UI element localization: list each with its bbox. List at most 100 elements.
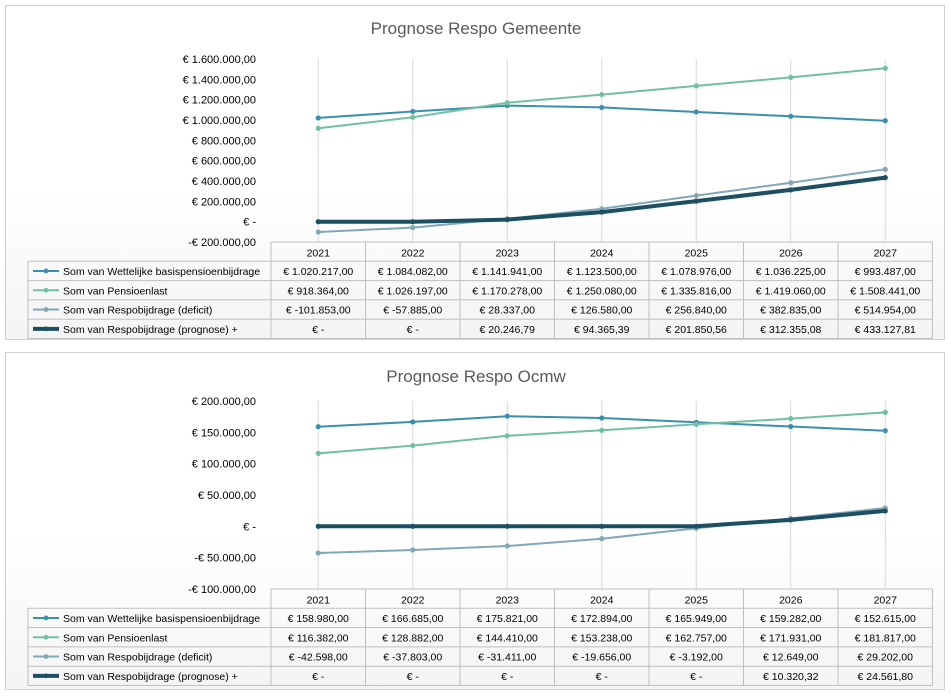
- data-point: [599, 209, 605, 215]
- x-category-label: 2021: [307, 247, 331, 259]
- table-cell-value: € -37.803,00: [383, 652, 442, 664]
- data-point: [882, 409, 888, 415]
- data-point: [410, 224, 416, 231]
- table-cell-value: € -: [312, 671, 325, 683]
- data-point: [788, 74, 794, 80]
- y-tick-label: -€ 100.000,00: [188, 584, 256, 596]
- table-cell-value: € 201.850,56: [666, 324, 727, 336]
- table-cell-value: € 20.246,79: [480, 324, 536, 336]
- data-point: [599, 91, 605, 98]
- legend-key-marker: [43, 326, 49, 332]
- chart-ocmw: Prognose Respo Ocmw € 200.000,00 € 150.000…: [27, 367, 933, 686]
- table-cell-value: € 1.508.441,00: [850, 285, 920, 297]
- data-point: [410, 114, 416, 120]
- table-cell-value: € 29.202,00: [858, 652, 914, 664]
- table-cell-value: € -57.885,00: [383, 305, 442, 317]
- table-cell-value: € -31.411,00: [478, 652, 536, 664]
- legend-key-marker: [43, 287, 49, 293]
- y-tick-label: € 1.400.000,00: [183, 74, 256, 86]
- table-cell-value: € 128.882,00: [382, 632, 443, 644]
- data-point: [599, 523, 605, 529]
- table-cell-value: € 144.410,00: [477, 632, 538, 644]
- table-cell-value: € -: [407, 671, 420, 683]
- chart-gemeente: Prognose Respo Gemeente € 1.600.000,00 € 1…: [27, 19, 933, 339]
- x-category-label: 2023: [496, 247, 520, 259]
- table-cell-value: € -: [690, 671, 703, 683]
- table-cell-value: € -42.598,00: [289, 652, 348, 664]
- y-tick-label: -€ 50.000,00: [194, 553, 256, 565]
- x-category-label: 2023: [496, 594, 520, 606]
- y-tick-label: -€ 200.000,00: [188, 237, 256, 249]
- table-cell-value: € 993.487,00: [855, 266, 916, 278]
- data-point: [788, 113, 794, 119]
- table-cell-value: € -: [312, 324, 325, 336]
- table-cell-value: € 1.141.941,00: [472, 266, 542, 278]
- data-point: [504, 413, 510, 419]
- legend-key-marker: [43, 673, 49, 679]
- y-tick-label: € 50.000,00: [198, 490, 256, 502]
- data-point: [315, 115, 321, 121]
- data-point: [410, 547, 416, 553]
- data-point: [504, 543, 510, 549]
- x-category-label: 2025: [685, 594, 709, 606]
- y-tick-label: € 150.000,00: [192, 427, 256, 439]
- data-point: [599, 536, 605, 542]
- chart-title: Prognose Respo Ocmw: [386, 367, 566, 386]
- table-cell-value: € 175.821,00: [477, 613, 538, 625]
- legend-key-marker: [43, 307, 49, 312]
- y-tick-label: € -: [243, 217, 256, 229]
- x-category-label: 2027: [874, 594, 898, 606]
- y-tick-label: € 600.000,00: [192, 156, 256, 168]
- table-cell-value: € 256.840,00: [666, 305, 727, 317]
- x-category-label: 2024: [590, 594, 614, 606]
- x-category-label: 2026: [779, 247, 803, 259]
- data-point: [788, 423, 794, 430]
- table-cell-value: € 162.757,00: [666, 632, 727, 644]
- table-cell-value: € -101.853,00: [286, 305, 351, 317]
- data-point: [410, 523, 416, 529]
- data-point: [315, 450, 321, 457]
- y-tick-label: € 1.200.000,00: [183, 95, 256, 107]
- legend-series-name: Som van Respobijdrage (prognose) +: [63, 671, 238, 683]
- table-cell-value: € 1.123.500,00: [567, 266, 637, 278]
- table-cell-value: € 153.238,00: [571, 632, 632, 644]
- data-point: [693, 198, 699, 204]
- table-cell-value: € 433.127,81: [855, 324, 916, 336]
- data-point: [599, 104, 605, 111]
- chart-panel-gemeente: Prognose Respo Gemeente € 1.600.000,00 € 1…: [5, 5, 945, 340]
- legend-series-name: Som van Wettelijke basispensioenbijdrage: [63, 613, 260, 625]
- table-cell-value: € -: [501, 671, 514, 683]
- table-cell-value: € 514.954,00: [855, 305, 916, 317]
- x-category-label: 2022: [401, 594, 425, 606]
- data-point: [315, 125, 321, 131]
- legend-key-marker: [43, 615, 49, 621]
- data-point: [315, 424, 321, 430]
- table-cell-value: € 172.894,00: [571, 613, 632, 625]
- table-cell-value: € -: [596, 671, 609, 683]
- data-point: [504, 433, 510, 439]
- y-tick-label: € 1.600.000,00: [183, 54, 256, 66]
- data-point: [410, 108, 416, 115]
- table-cell-value: € 918.364,00: [288, 285, 349, 297]
- y-tick-label: € 800.000,00: [192, 135, 256, 147]
- x-category-label: 2027: [874, 247, 898, 259]
- x-category-label: 2022: [401, 247, 425, 259]
- data-point: [693, 109, 699, 115]
- data-point: [882, 175, 888, 181]
- data-point: [693, 83, 699, 89]
- table-cell-value: € 159.282,00: [760, 613, 821, 625]
- data-point: [788, 517, 794, 523]
- table-cell-value: € -: [407, 324, 420, 336]
- table-cell-value: € 158.980,00: [288, 613, 349, 625]
- legend-key-marker: [43, 268, 49, 274]
- data-point: [693, 192, 699, 199]
- table-cell-value: € 28.337,00: [480, 305, 536, 317]
- legend-series-name: Som van Respobijdrage (prognose) +: [63, 324, 238, 336]
- table-cell-value: € 116.382,00: [288, 632, 349, 644]
- table-cell-value: € 1.026.197,00: [378, 285, 448, 297]
- table-cell-value: € 10.320,32: [763, 671, 819, 683]
- table-cell-value: € 181.817,00: [855, 632, 916, 644]
- table-cell-value: € 165.949,00: [666, 613, 727, 625]
- chart-title: Prognose Respo Gemeente: [371, 19, 582, 38]
- legend-series-name: Som van Wettelijke basispensioenbijdrage: [63, 266, 260, 278]
